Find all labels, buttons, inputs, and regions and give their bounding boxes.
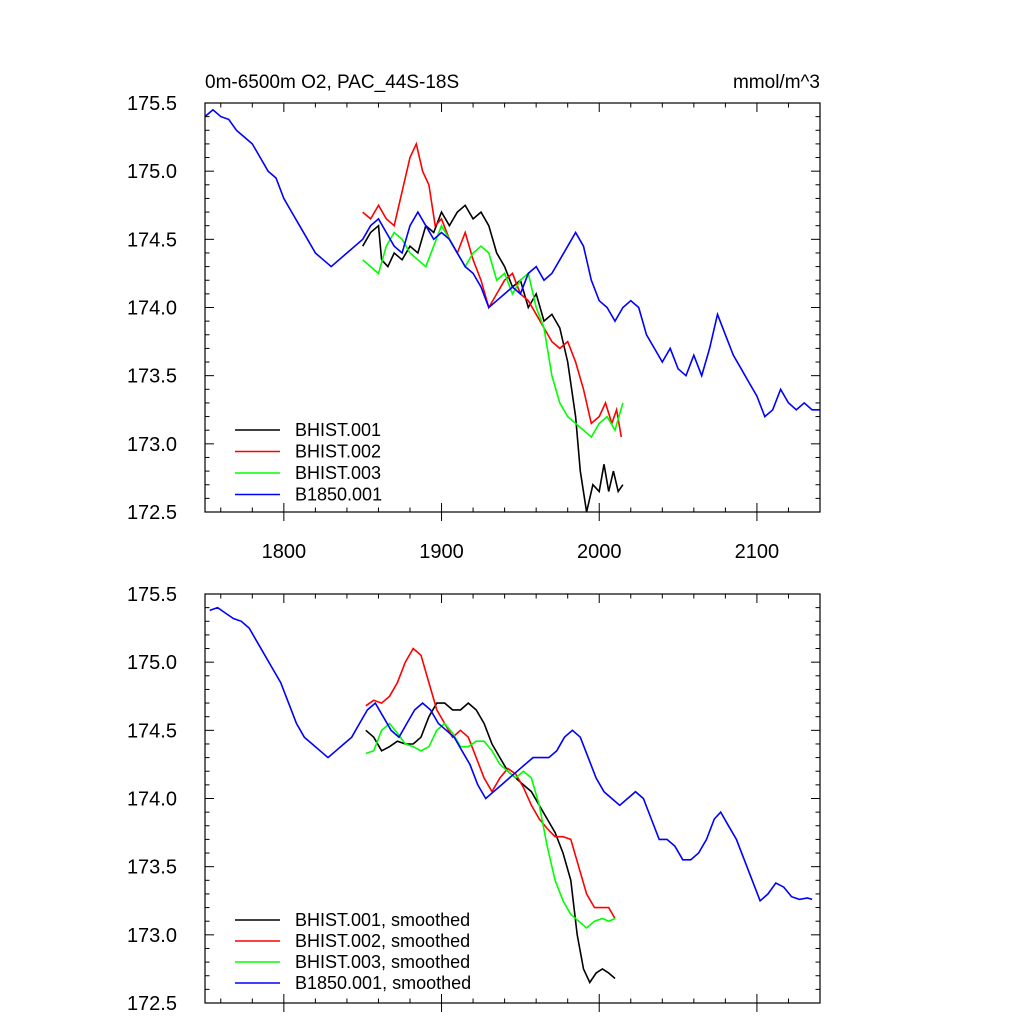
series-line-3	[365, 722, 616, 930]
x-tick-label: 1900	[419, 541, 464, 563]
y-tick-label: 172.5	[127, 993, 177, 1015]
y-tick-label: 173.0	[127, 925, 177, 947]
legend-label: B1850.001	[295, 485, 382, 505]
y-tick-label: 174.5	[127, 229, 177, 251]
legend-label: BHIST.001, smoothed	[295, 910, 470, 930]
series-line-1	[362, 204, 624, 512]
chart-title: 0m-6500m O2, PAC_44S-18S	[205, 72, 459, 93]
y-tick-label: 172.5	[127, 502, 177, 524]
legend-label: B1850.001, smoothed	[295, 973, 471, 993]
legend-label: BHIST.003, smoothed	[295, 952, 470, 972]
y-tick-label: 174.5	[127, 720, 177, 742]
y-tick-label: 173.0	[127, 434, 177, 456]
chart-panel-2: 172.5 173.0 173.5 174.0 174.5 175.0 175.5 BHIST…	[127, 584, 821, 1015]
y-tick-label: 173.5	[127, 857, 177, 879]
x-tick-label: 1800	[262, 541, 307, 563]
y-tick-label: 175.5	[127, 584, 177, 606]
series-line-2	[365, 647, 616, 919]
x-tick-label: 2000	[577, 541, 622, 563]
y-tick-label: 175.5	[127, 93, 177, 115]
x-tick-label: 2100	[735, 541, 780, 563]
series-line-2	[362, 141, 623, 438]
legend-label: BHIST.001	[295, 420, 381, 440]
y-tick-label: 173.5	[127, 366, 177, 388]
y-tick-label: 175.0	[127, 652, 177, 674]
series-line-3	[362, 223, 624, 439]
y-tick-label: 174.0	[127, 298, 177, 320]
legend-label: BHIST.002, smoothed	[295, 931, 470, 951]
series-line-4	[205, 108, 820, 418]
units-label: mmol/m^3	[733, 72, 820, 93]
series-line-1	[365, 702, 616, 985]
legend-label: BHIST.003	[295, 463, 381, 483]
series-line-4	[209, 606, 813, 903]
chart-panel-1: 172.5 173.0 173.5 174.0 174.5 175.0 175.5 1800 1…	[127, 93, 821, 563]
y-tick-label: 174.0	[127, 789, 177, 811]
y-tick-label: 175.0	[127, 161, 177, 183]
legend-label: BHIST.002	[295, 442, 381, 462]
